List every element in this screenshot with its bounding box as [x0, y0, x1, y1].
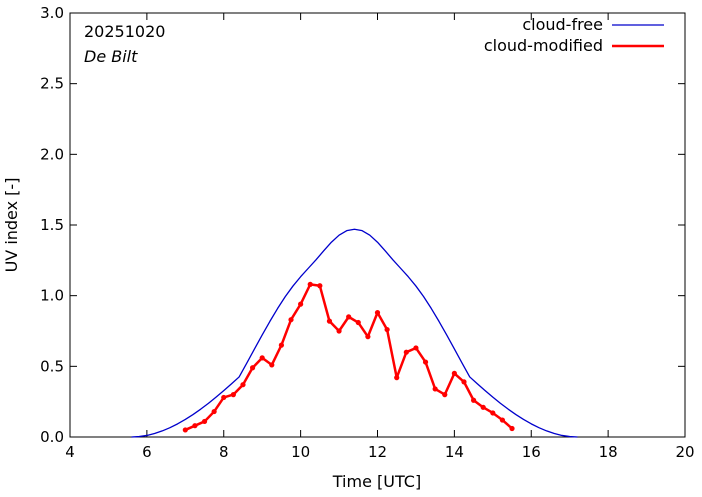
legend-label-cloud-free: cloud-free — [522, 15, 603, 34]
x-tick-label: 14 — [445, 443, 464, 461]
annotation-location: De Bilt — [84, 47, 138, 66]
data-point-cloud-modified — [422, 359, 429, 365]
plot-area-border — [69, 12, 686, 438]
data-point-cloud-modified — [499, 417, 506, 423]
data-point-cloud-modified — [298, 301, 304, 307]
data-point-cloud-modified — [336, 328, 342, 334]
x-tick-label: 20 — [675, 443, 694, 461]
data-point-cloud-modified — [259, 355, 265, 361]
x-tick-label: 16 — [522, 443, 541, 461]
data-point-cloud-modified — [432, 386, 438, 392]
data-point-cloud-modified — [346, 314, 352, 320]
data-point-cloud-modified — [326, 318, 333, 324]
series-line-cloud-free — [131, 228, 578, 438]
data-point-cloud-modified — [394, 375, 400, 381]
y-tick-labels: 0.0 0.5 1.0 1.5 2.0 2.5 3.0 — [40, 4, 64, 446]
legend: cloud-free cloud-modified — [484, 15, 664, 55]
data-point-cloud-modified — [230, 392, 236, 398]
data-point-cloud-modified — [240, 382, 246, 388]
data-point-cloud-modified — [307, 281, 313, 287]
data-point-cloud-modified — [384, 326, 390, 333]
data-point-cloud-modified — [490, 410, 496, 416]
data-point-cloud-modified — [365, 334, 371, 340]
plot-frame — [69, 12, 686, 438]
y-tick-label: 2.0 — [40, 145, 64, 163]
data-point-cloud-modified — [461, 379, 467, 385]
y-tick-label: 0.5 — [40, 357, 64, 375]
x-axis-title: Time [UTC] — [332, 472, 421, 491]
data-point-cloud-modified — [470, 397, 477, 403]
data-point-cloud-modified — [288, 317, 294, 323]
data-point-cloud-modified — [480, 404, 486, 410]
data-point-cloud-modified — [201, 418, 208, 425]
x-tick-label: 6 — [142, 443, 152, 461]
data-point-cloud-modified — [182, 427, 188, 433]
x-tick-label: 8 — [219, 443, 229, 461]
data-point-cloud-modified — [278, 342, 285, 348]
x-tick-label: 12 — [368, 443, 387, 461]
data-point-cloud-modified — [211, 408, 217, 415]
data-point-cloud-modified — [249, 365, 256, 371]
y-tick-label: 3.0 — [40, 4, 64, 22]
y-tick-label: 0.0 — [40, 428, 64, 446]
series-layer — [131, 228, 578, 438]
data-point-cloud-modified — [509, 425, 515, 432]
data-point-cloud-modified — [355, 319, 361, 326]
data-point-cloud-modified — [221, 394, 227, 401]
y-tick-label: 1.0 — [40, 287, 64, 305]
data-point-cloud-modified — [269, 362, 275, 368]
annotation-date: 20251020 — [84, 22, 165, 41]
data-point-cloud-modified — [403, 349, 409, 355]
x-tick-labels: 4 6 8 10 12 14 16 18 20 — [65, 443, 694, 461]
data-point-cloud-modified — [317, 283, 323, 289]
data-point-cloud-modified — [413, 345, 419, 351]
data-point-cloud-modified — [442, 392, 448, 398]
x-tick-label: 10 — [291, 443, 310, 461]
x-tick-label: 4 — [65, 443, 75, 461]
y-axis-title: UV index [-] — [2, 178, 21, 273]
axis-ticks — [69, 12, 686, 438]
x-tick-label: 18 — [599, 443, 618, 461]
y-tick-label: 2.5 — [40, 75, 64, 93]
series-line-cloud-modified — [184, 283, 513, 432]
y-tick-label: 1.5 — [40, 216, 64, 234]
legend-label-cloud-modified: cloud-modified — [484, 36, 603, 55]
data-point-cloud-modified — [374, 310, 381, 316]
data-point-cloud-modified — [451, 370, 457, 376]
data-point-cloud-modified — [192, 423, 198, 429]
